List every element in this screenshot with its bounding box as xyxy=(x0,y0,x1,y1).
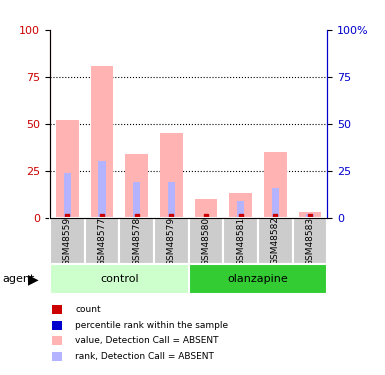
Text: percentile rank within the sample: percentile rank within the sample xyxy=(75,321,228,330)
Bar xyxy=(50,217,85,264)
Bar xyxy=(272,188,279,218)
Bar xyxy=(85,217,119,264)
Text: GSM48581: GSM48581 xyxy=(236,216,245,266)
Text: rank, Detection Call = ABSENT: rank, Detection Call = ABSENT xyxy=(75,352,214,361)
Bar xyxy=(229,193,252,217)
Bar xyxy=(91,66,113,218)
Text: GSM48580: GSM48580 xyxy=(201,216,211,266)
Bar xyxy=(189,264,327,294)
Text: agent: agent xyxy=(2,274,34,284)
Bar xyxy=(306,214,313,217)
Bar xyxy=(258,217,293,264)
Bar xyxy=(99,161,105,218)
Text: GSM48577: GSM48577 xyxy=(97,216,107,266)
Text: olanzapine: olanzapine xyxy=(228,274,288,284)
Text: GSM48582: GSM48582 xyxy=(271,216,280,266)
Text: value, Detection Call = ABSENT: value, Detection Call = ABSENT xyxy=(75,336,219,345)
Bar xyxy=(56,120,79,218)
Bar xyxy=(126,154,148,218)
Bar xyxy=(133,182,140,218)
Bar xyxy=(64,172,71,217)
Text: ▶: ▶ xyxy=(28,272,39,286)
Text: GSM48579: GSM48579 xyxy=(167,216,176,266)
Bar xyxy=(119,217,154,264)
Bar xyxy=(264,152,286,217)
Bar xyxy=(195,199,217,217)
Bar xyxy=(160,133,182,218)
Text: GSM48583: GSM48583 xyxy=(305,216,315,266)
Text: GSM48578: GSM48578 xyxy=(132,216,141,266)
Bar xyxy=(154,217,189,264)
Bar xyxy=(299,212,321,217)
Text: GSM48559: GSM48559 xyxy=(63,216,72,266)
Bar xyxy=(293,217,327,264)
Bar xyxy=(237,201,244,217)
Text: count: count xyxy=(75,305,101,314)
Bar xyxy=(50,264,189,294)
Bar xyxy=(223,217,258,264)
Bar xyxy=(168,182,175,218)
Bar xyxy=(189,217,223,264)
Text: control: control xyxy=(100,274,139,284)
